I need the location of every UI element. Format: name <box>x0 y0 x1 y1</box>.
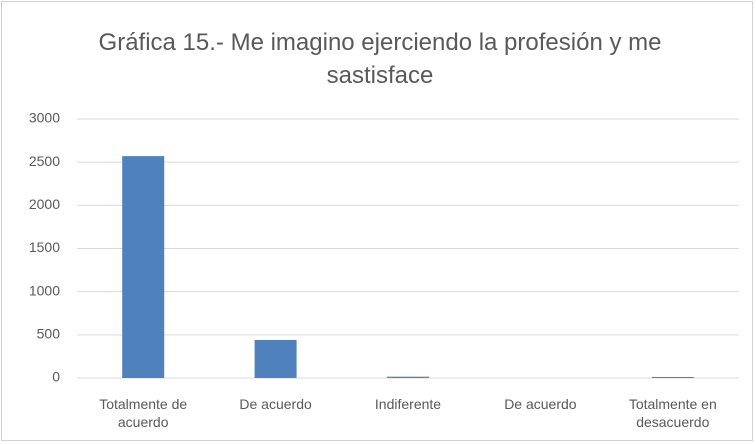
y-tick-label: 2000 <box>29 196 60 212</box>
chart-title: Gráfica 15.- Me imagino ejerciendo la pr… <box>98 29 662 89</box>
bar <box>254 340 297 378</box>
y-tick-label: 1500 <box>29 239 60 255</box>
x-tick-label: Totalmente de acuerdo <box>99 396 188 430</box>
y-tick-label: 500 <box>37 326 61 342</box>
x-tick-label: De acuerdo <box>239 396 312 412</box>
y-tick-label: 1000 <box>29 282 60 298</box>
y-tick-label: 0 <box>52 369 60 385</box>
x-tick-label: De acuerdo <box>504 396 577 412</box>
x-tick-label: Totalmente en desacuerdo <box>628 396 717 430</box>
bar <box>387 376 429 378</box>
y-tick-label: 3000 <box>29 110 60 126</box>
y-tick-label: 2500 <box>29 153 60 169</box>
bar <box>122 156 165 378</box>
x-tick-label: Indiferente <box>374 396 442 412</box>
bar <box>651 376 694 378</box>
